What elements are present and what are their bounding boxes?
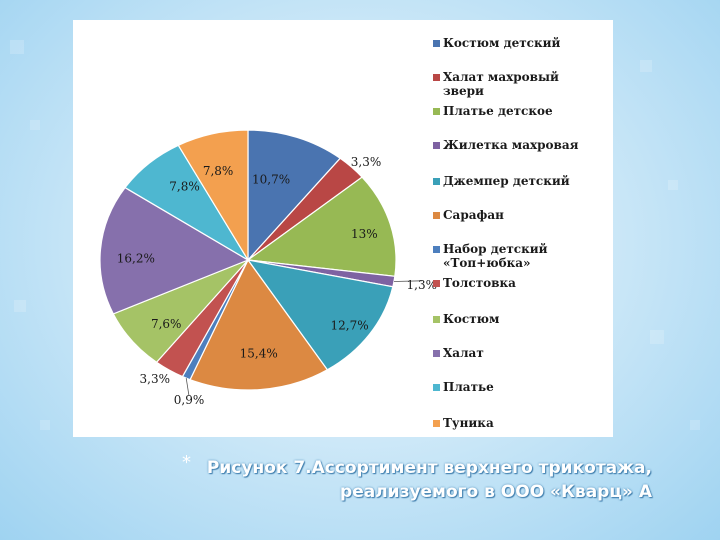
legend-label: Платье <box>443 380 494 394</box>
slice-data-label: 10,7% <box>252 173 290 187</box>
legend-label: Туника <box>443 416 494 430</box>
slice-data-label: 1,3% <box>407 278 438 292</box>
slice-data-label: 16,2% <box>117 251 155 265</box>
pie-slice <box>189 258 329 391</box>
legend-label: Толстовка <box>443 276 516 290</box>
legend-label: Сарафан <box>443 208 504 222</box>
legend-swatch <box>433 74 440 81</box>
chart-card: 10,7% 3,3% 13% 1,3% 12,7% 15,4% 0,9% 3,3% 7,6% 16… <box>73 20 613 437</box>
slice-data-label: 0,9% <box>174 393 205 407</box>
slice-data-label: 3,3% <box>140 372 171 386</box>
legend-swatch <box>433 178 440 185</box>
legend-label: Жилетка махровая <box>443 138 579 152</box>
legend-label: Халат <box>443 346 484 360</box>
legend-label: Джемпер детский <box>443 174 570 188</box>
legend-swatch <box>433 350 440 357</box>
slice-data-label: 7,8% <box>203 164 234 178</box>
slice-data-label: 13% <box>351 227 378 241</box>
pie-slice <box>177 129 249 263</box>
legend-swatch <box>433 108 440 115</box>
leader-line <box>185 378 190 396</box>
leader-line <box>393 280 422 282</box>
legend-swatch <box>433 40 440 47</box>
legend-label: Костюм <box>443 312 500 326</box>
legend-label: Костюм детский <box>443 36 561 50</box>
legend-swatch <box>433 420 440 427</box>
slice-data-label: 12,7% <box>331 318 369 332</box>
slice-data-label: 15,4% <box>240 346 278 360</box>
legend-swatch <box>433 246 440 253</box>
legend-label: Набор детский «Топ+юбка» <box>443 242 548 270</box>
legend-swatch <box>433 142 440 149</box>
legend-swatch <box>433 212 440 219</box>
figure-caption: Рисунок 7.Ассортимент верхнего трикотажа… <box>206 458 652 502</box>
slice-data-label: 7,8% <box>169 180 200 194</box>
pie-chart: 10,7%3,3%13%1,3%12,7%15,4%0,9%3,3%7,6%16… <box>99 129 438 407</box>
pie-slice <box>247 129 342 262</box>
slice-data-label: 7,6% <box>151 317 182 331</box>
legend-label: Платье детское <box>443 104 553 118</box>
pie-slice <box>246 259 394 371</box>
legend-label: Халат махровый звери <box>443 70 559 98</box>
caption-marker: * <box>182 452 191 473</box>
slice-data-label: 3,3% <box>351 155 382 169</box>
legend-swatch <box>433 316 440 323</box>
pie-slice <box>99 186 250 315</box>
legend-swatch <box>433 280 440 287</box>
pie-slice <box>246 176 397 277</box>
legend-swatch <box>433 384 440 391</box>
